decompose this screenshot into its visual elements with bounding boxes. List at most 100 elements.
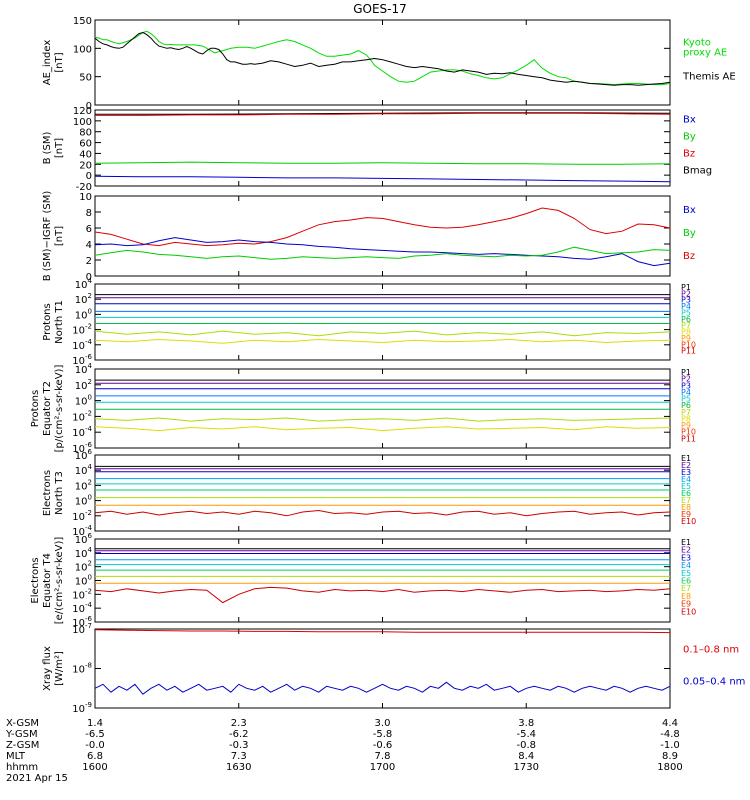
y-tick-label: 4 xyxy=(86,240,92,251)
x-row-value: 8.4 xyxy=(518,751,534,762)
y-tick-label: 100 xyxy=(75,307,92,321)
legend-label: E1 xyxy=(681,538,691,547)
legend-label: P6 xyxy=(681,401,691,410)
y-tick-label: 20 xyxy=(79,160,92,171)
legend-label: P1 xyxy=(681,283,691,292)
series-line-xray-2 xyxy=(94,681,671,695)
y-tick-label: 10-9 xyxy=(72,701,92,715)
legend-label: E2 xyxy=(681,461,691,470)
x-row-value: -5.8 xyxy=(373,729,393,740)
series-line-bsm-3 xyxy=(94,161,671,165)
y-tick-label: 102 xyxy=(75,378,92,392)
x-row-label: hhmm xyxy=(6,762,38,773)
series-line-xray-1 xyxy=(94,629,671,634)
y-tick-label: -20 xyxy=(76,182,92,193)
y-axis-title: North T1 xyxy=(54,300,65,344)
legend-label: P7 xyxy=(681,321,691,330)
y-tick-exponent: -6 xyxy=(85,353,93,361)
x-row-value: -6.2 xyxy=(229,729,249,740)
x-row-value: -0.6 xyxy=(373,740,393,751)
legend-label: P10 xyxy=(681,428,696,437)
y-tick-label: 10-4 xyxy=(72,425,92,439)
y-tick-exponent: 6 xyxy=(88,448,93,456)
x-row-value: -1.0 xyxy=(660,740,680,751)
x-row-value: 1630 xyxy=(226,762,251,773)
panel-bres: 0 2 4 6 8 10 B (SM)−IGRF (SM) [nT] Bx By Bz xyxy=(42,191,696,283)
legend-label: P8 xyxy=(681,328,691,337)
legend-label: P5 xyxy=(681,308,691,317)
y-tick-label: 10-7 xyxy=(72,622,92,636)
legend-label: 0.1–0.8 nm xyxy=(683,645,739,656)
y-tick-exponent: -9 xyxy=(85,701,92,709)
series-line-bres-3 xyxy=(94,246,671,260)
x-row-value: 3.0 xyxy=(375,718,391,729)
y-tick-label: 50 xyxy=(79,73,92,84)
y-axis-title: Electrons xyxy=(30,557,41,603)
y-tick-exponent: -4 xyxy=(85,601,93,609)
y-tick-label: 6 xyxy=(86,224,92,235)
panel-frame xyxy=(94,538,671,623)
y-tick-exponent: 0 xyxy=(88,394,92,402)
y-tick-label: 2 xyxy=(86,256,92,267)
y-axis-title: Protons xyxy=(42,303,53,340)
y-tick-exponent: -8 xyxy=(85,662,92,670)
legend-label: P2 xyxy=(681,289,691,298)
series-line-pn-8 xyxy=(94,338,671,344)
series-line-ee-9 xyxy=(94,586,671,604)
x-row-value: -0.3 xyxy=(229,740,249,751)
x-row-value: 1700 xyxy=(370,762,395,773)
series-line-bsm-2 xyxy=(95,112,671,116)
y-tick-label: 0 xyxy=(86,171,92,182)
y-axis-title: Protons xyxy=(30,390,41,427)
legend-label: E7 xyxy=(681,584,691,593)
x-row-value: 7.8 xyxy=(375,751,391,762)
series-line-pe-8 xyxy=(94,426,671,432)
legend-label: P3 xyxy=(681,381,691,390)
legend-label: Bx xyxy=(683,205,696,216)
legend-label: P1 xyxy=(681,368,691,377)
legend-label: E8 xyxy=(681,503,691,512)
legend-label: E4 xyxy=(681,475,691,484)
y-tick-exponent: 2 xyxy=(88,378,92,386)
y-tick-exponent: 2 xyxy=(88,478,92,486)
y-tick-label: 100 xyxy=(75,394,92,408)
y-axis-title: Electrons xyxy=(42,470,53,516)
y-axis-title: B (SM) xyxy=(42,131,53,164)
y-tick-label: 102 xyxy=(75,292,92,306)
x-row-value: 1600 xyxy=(82,762,107,773)
panel-frame xyxy=(94,283,671,361)
y-tick-exponent: 4 xyxy=(88,463,93,471)
x-row-value: -6.5 xyxy=(85,729,105,740)
y-axis-title: B (SM)−IGRF (SM) xyxy=(42,191,53,282)
y-axis-title: Xray flux xyxy=(42,646,53,691)
x-row-value: 1730 xyxy=(514,762,539,773)
y-tick-label: 104 xyxy=(75,362,93,376)
y-tick-exponent: 6 xyxy=(88,532,93,540)
y-tick-label: 10-2 xyxy=(72,323,92,337)
legend-label: E3 xyxy=(681,553,691,562)
legend-label: E8 xyxy=(681,592,691,601)
legend-label: E5 xyxy=(681,482,691,491)
x-row-value: 8.9 xyxy=(662,751,678,762)
y-tick-exponent: 2 xyxy=(88,560,92,568)
panel-frame xyxy=(94,109,671,187)
y-tick-label: 100 xyxy=(73,117,92,128)
legend-label: P11 xyxy=(681,347,696,356)
y-tick-exponent: -4 xyxy=(85,524,93,532)
x-row-value: -0.8 xyxy=(516,740,536,751)
y-tick-exponent: 2 xyxy=(88,292,92,300)
legend-label: E2 xyxy=(681,546,691,555)
y-tick-label: 0 xyxy=(86,101,92,112)
x-row-value: 4.4 xyxy=(662,718,678,729)
legend-label: P4 xyxy=(681,302,691,311)
y-tick-label: 120 xyxy=(73,106,92,117)
legend-label: E10 xyxy=(681,607,696,616)
y-tick-exponent: -2 xyxy=(85,409,92,417)
y-tick-label: 102 xyxy=(75,478,92,492)
legend-label: E5 xyxy=(681,569,691,578)
y-tick-label: 80 xyxy=(79,128,92,139)
y-tick-exponent: 4 xyxy=(88,546,93,554)
